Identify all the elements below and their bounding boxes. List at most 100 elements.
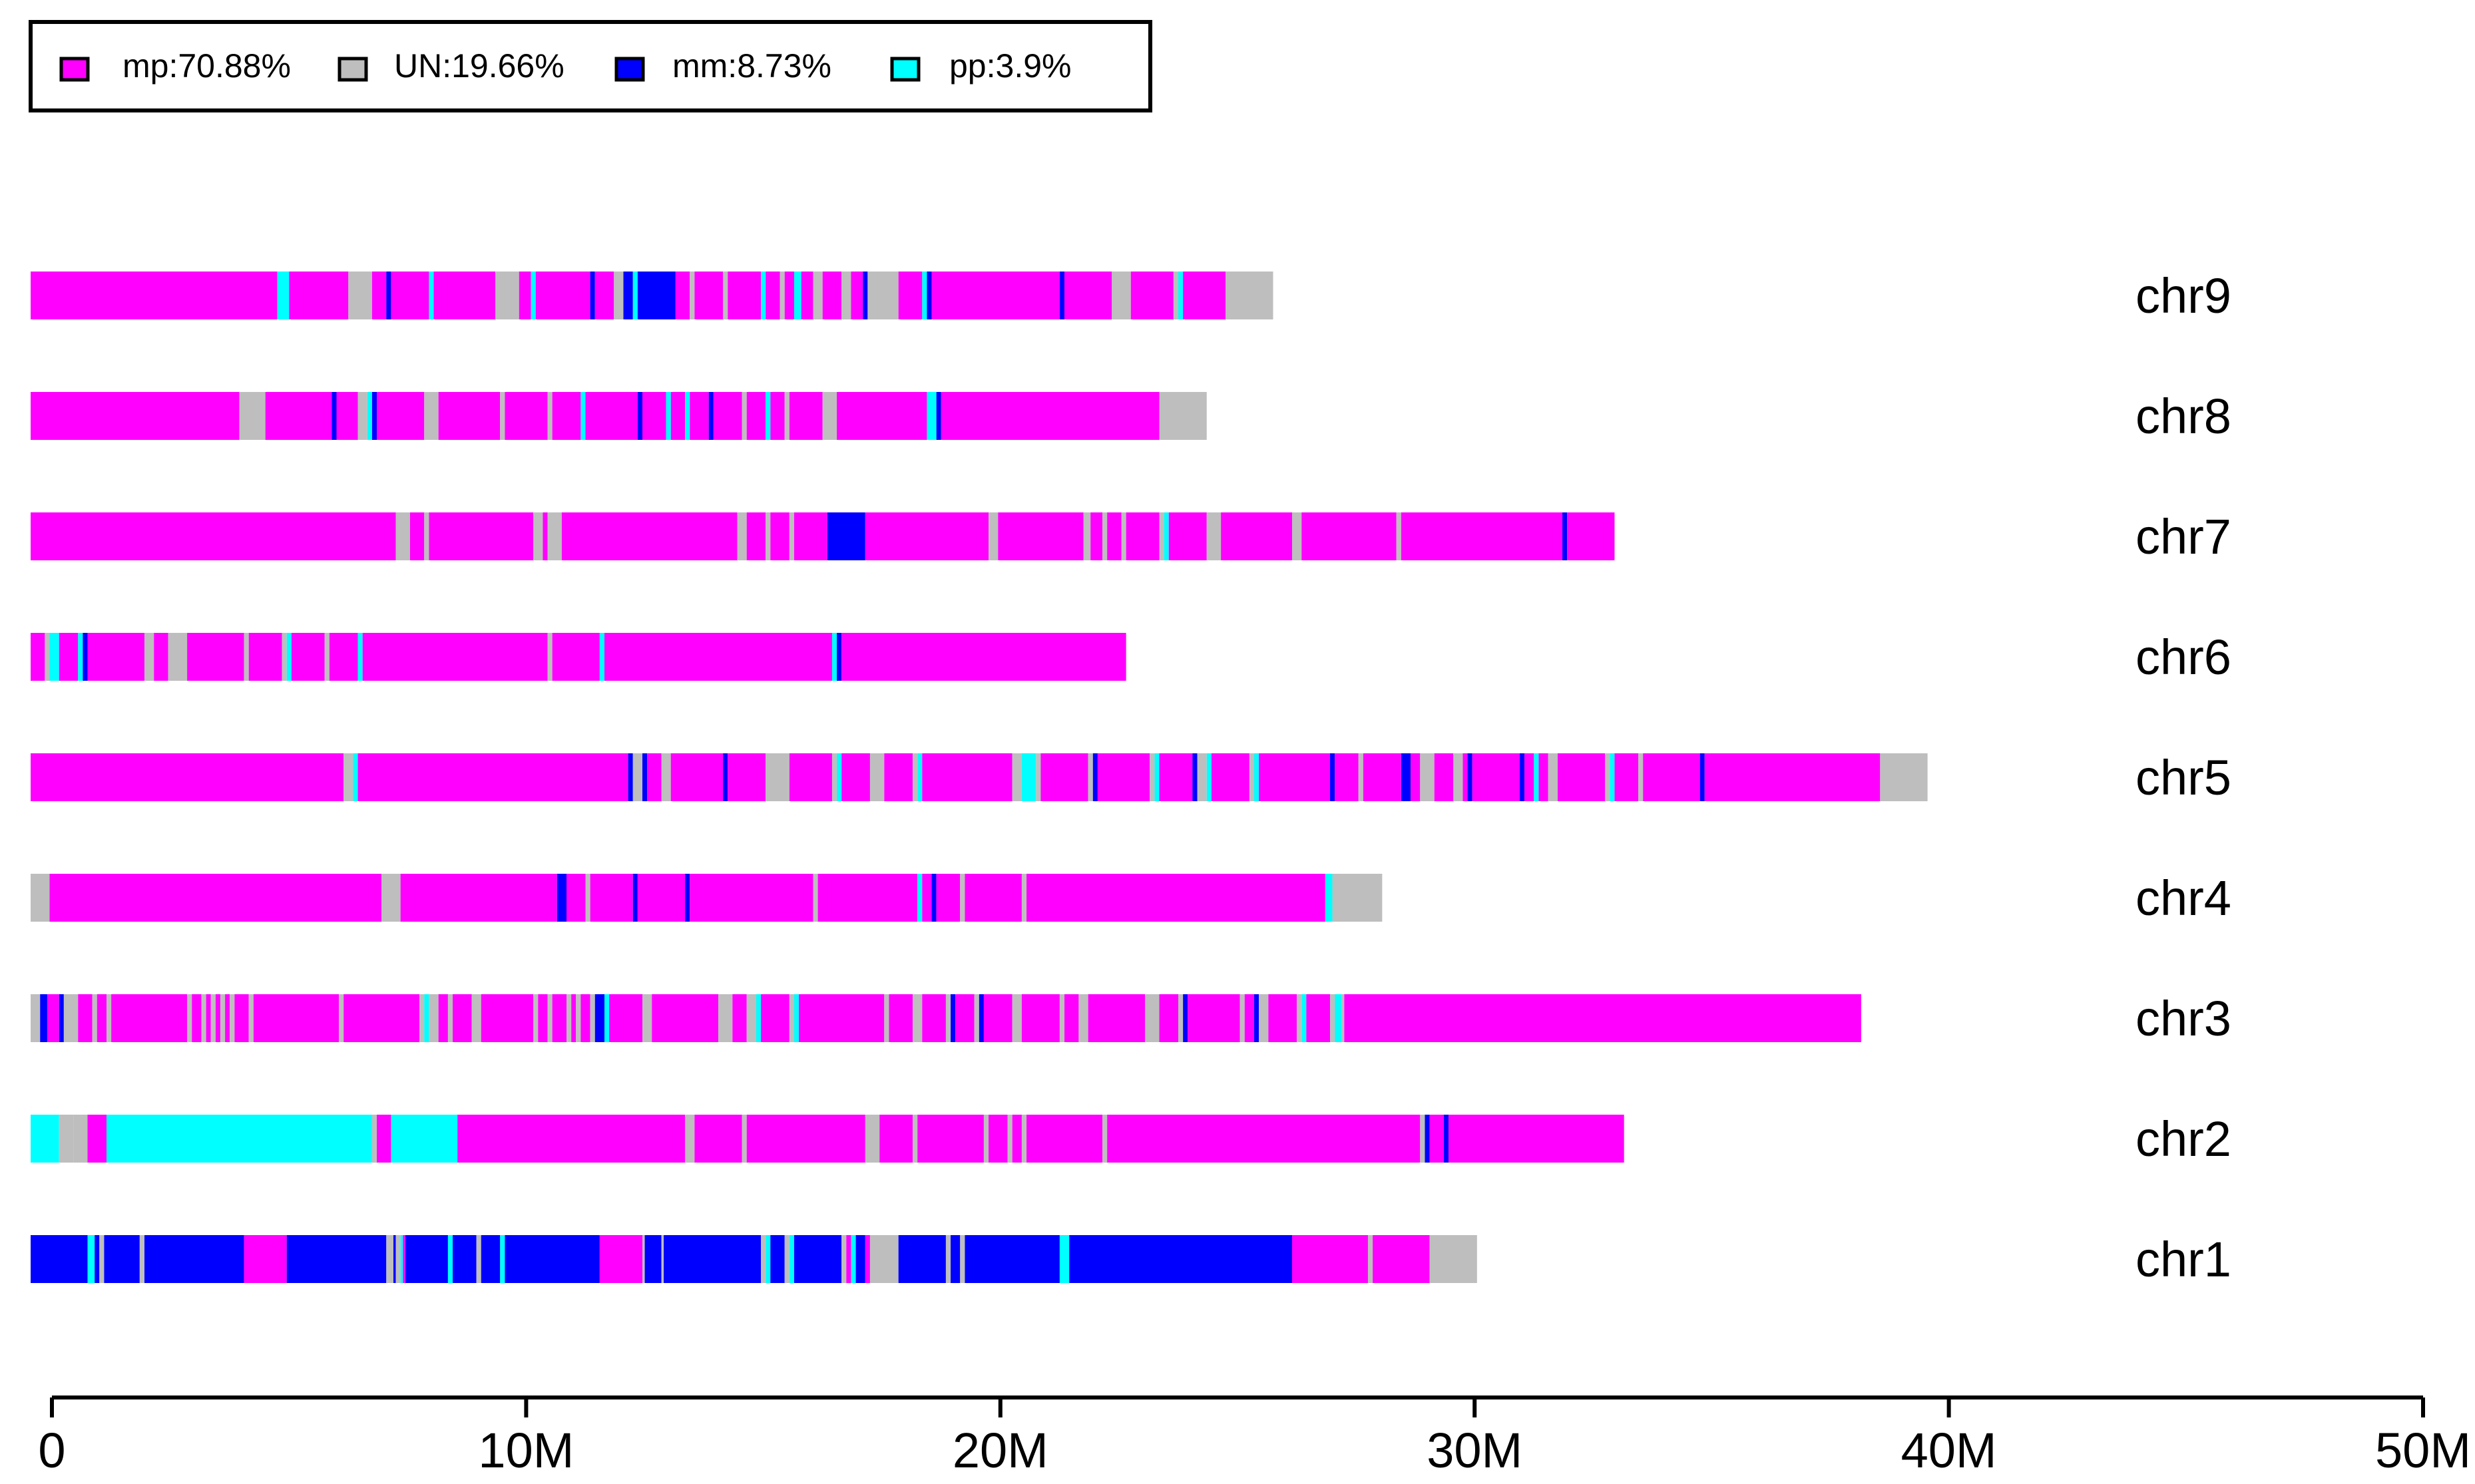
segment-chr3-UN-64 [1012,994,1022,1042]
segment-chr8-UN-9 [424,392,439,440]
segment-chr2-UN-5 [371,1115,377,1163]
segment-chr6-UN-7 [144,633,154,681]
segment-chr1-UN-48 [1429,1235,1477,1283]
segment-chr3-UN-56 [913,994,923,1042]
segment-chr3-pp-81 [1301,994,1307,1042]
x-tick-label-20M: 20M [953,1423,1048,1478]
segment-chr9-mp-8 [433,272,496,319]
segment-chr1-UN-29 [784,1235,789,1283]
segment-chr3-mm-41 [594,994,605,1042]
segment-chr6-pp-24 [831,633,837,681]
segment-chr6-pp-22 [599,633,604,681]
segment-chr2-UN-25 [1420,1115,1425,1163]
segment-chr5-pp-15 [837,753,842,801]
segment-chr3-UN-80 [1297,994,1302,1042]
segment-chr8-mp-16 [585,392,638,440]
segment-chr6-mp-0 [31,633,45,681]
segment-chr5-mp-13 [789,753,832,801]
segment-chr5-mp-21 [922,753,1012,801]
segment-chr5-mm-27 [1092,753,1098,801]
segment-chr5-UN-60 [1638,753,1644,801]
segment-chr9-mp-39 [931,272,1060,319]
segment-chr3-UN-16 [220,994,226,1042]
segment-chr9-UN-15 [614,272,624,319]
segment-chr7-mp-24 [1126,512,1160,560]
segment-chr1-UN-46 [1367,1235,1373,1283]
segment-chr5-UN-55 [1548,753,1558,801]
segment-chr5-pp-53 [1534,753,1539,801]
segment-chr6-UN-20 [547,633,553,681]
segment-chr5-mp-52 [1524,753,1534,801]
segment-chr3-mp-76 [1244,994,1254,1042]
segment-chr3-UN-38 [576,994,581,1042]
segment-chr5-UN-33 [1197,753,1207,801]
segment-chr9-mp-36 [898,272,923,319]
segment-chr1-mp-21 [599,1235,642,1283]
segment-chr4-mm-16 [931,874,937,922]
segment-chr5-mm-39 [1329,753,1335,801]
segment-chr5-mm-6 [642,753,648,801]
chromosome-bars [31,272,1928,1283]
segment-chr3-UN-8 [106,994,112,1042]
segment-chr6-UN-9 [168,633,188,681]
segment-chr1-mp-45 [1291,1235,1368,1283]
segment-chr5-pp-37 [1253,753,1259,801]
segment-chr6-mp-23 [604,633,832,681]
segment-chr1-mm-0 [31,1235,88,1283]
segment-chr5-UN-57 [1605,753,1610,801]
segment-chr9-mp-14 [594,272,614,319]
segment-chr3-mp-17 [225,994,230,1042]
legend-swatch-un [338,57,368,82]
segment-chr4-pp-14 [917,874,923,922]
segment-chr5-UN-24 [1036,753,1041,801]
segment-chr5-mp-50 [1472,753,1520,801]
segment-chr1-mm-38 [898,1235,946,1283]
segment-chr9-mp-0 [31,272,278,319]
segment-chr3-UN-20 [248,994,254,1042]
legend-swatch-mp [59,57,90,82]
segment-chr3-UN-30 [471,994,481,1042]
segment-chr3-mp-2 [47,994,59,1042]
segment-chr9-mp-4 [371,272,387,319]
segment-chr3-pp-49 [756,994,762,1042]
segment-chr5-mp-61 [1643,753,1700,801]
legend-swatch-pp [890,57,921,82]
segment-chr1-UN-11 [395,1235,401,1283]
segment-chr4-mp-5 [566,874,586,922]
legend-item-pp: pp:3.9% [890,47,1071,85]
segment-chr1-mm-16 [453,1235,477,1283]
segment-chr9-mp-31 [822,272,842,319]
segment-chr9-mp-2 [289,272,349,319]
chromosome-label-chr3: chr3 [2136,991,2231,1046]
segment-chr1-mp-47 [1373,1235,1430,1283]
legend-label-pp: pp:3.9% [949,47,1071,85]
x-tick-label-0: 0 [38,1423,65,1478]
x-tick-label-40M: 40M [1901,1423,1997,1478]
segment-chr5-UN-17 [869,753,885,801]
segment-chr4-mp-3 [400,874,557,922]
segment-chr7-mp-14 [793,512,827,560]
segment-chr3-pp-52 [793,994,799,1042]
segment-chr4-mp-21 [1026,874,1325,922]
segment-chr5-UN-12 [766,753,789,801]
segment-chr4-mp-7 [590,874,633,922]
segment-chr8-mp-26 [746,392,766,440]
segment-chr4-pp-22 [1325,874,1333,922]
segment-chr5-mm-49 [1467,753,1472,801]
segment-chr9-mm-18 [637,272,676,319]
segment-chr7-mp-12 [770,512,789,560]
chromosome-bar-chr4 [31,874,1383,922]
segment-chr9-UN-22 [723,272,728,319]
segment-chr8-mp-0 [31,392,240,440]
chromosome-bar-chr3 [31,994,1861,1042]
segment-chr3-UN-18 [230,994,235,1042]
segment-chr3-UN-40 [590,994,595,1042]
segment-chr3-mp-5 [78,994,93,1042]
chromosome-label-chr8: chr8 [2136,389,2231,444]
segment-chr9-UN-26 [780,272,785,319]
segment-chr1-mm-2 [95,1235,100,1283]
segment-chr9-mp-33 [851,272,863,319]
segment-chr5-mp-28 [1097,753,1150,801]
segment-chr3-mp-45 [652,994,718,1042]
segment-chr9-pp-17 [632,272,638,319]
